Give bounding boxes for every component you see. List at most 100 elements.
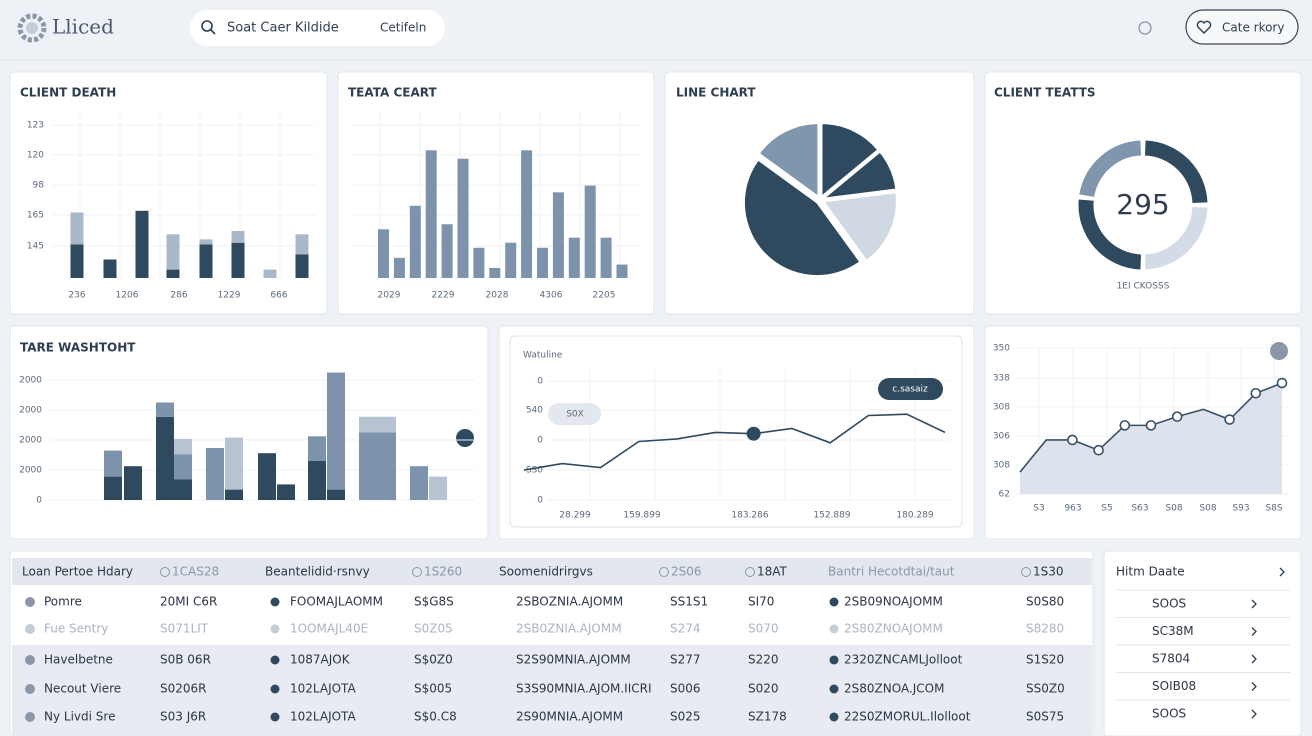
bar-segment xyxy=(359,416,396,433)
table-header-cell: Soomenidrirgvs xyxy=(499,565,593,579)
row-status-icon xyxy=(270,655,280,665)
row-status-icon xyxy=(829,712,839,722)
category-button[interactable] xyxy=(1185,9,1299,45)
header-icon xyxy=(745,567,755,577)
table-cell: 2SBOZNIA.AJOMM xyxy=(516,595,623,609)
point-marker xyxy=(1093,444,1104,456)
panel-icon xyxy=(1270,342,1288,360)
bar-segment xyxy=(70,244,84,278)
table-cell: S274 xyxy=(670,622,701,636)
table-header-cell: Beantelidid·rsnvy xyxy=(265,565,370,579)
table-cell: 2S80ZNOAJOMM xyxy=(844,622,943,636)
y-tick-label: 0 xyxy=(36,496,42,506)
chart-title: CLIENT DEATH xyxy=(20,86,116,100)
y-tick-label: 338 xyxy=(993,374,1010,384)
bar xyxy=(441,224,453,278)
search-button[interactable]: Cetifeln xyxy=(380,21,426,35)
status-icon[interactable] xyxy=(1138,21,1152,35)
side-list-item[interactable]: S7804 xyxy=(1152,652,1190,666)
bar-segment xyxy=(124,466,142,500)
row-status-icon xyxy=(270,712,280,722)
x-tick-label: S3 xyxy=(1033,504,1044,514)
bar-segment xyxy=(70,212,84,245)
table-cell: S$0Z0 xyxy=(414,653,453,667)
table-cell: FOOMAJLAOMM xyxy=(290,595,383,609)
table-cell: S070 xyxy=(748,622,779,636)
table-cell: SS1S1 xyxy=(670,595,708,609)
y-tick-label: 165 xyxy=(27,211,44,221)
area-fill xyxy=(1020,383,1282,494)
table-cell: 1087AJOK xyxy=(290,653,351,667)
table-cell: S2S90MNIA.AJOMM xyxy=(516,653,631,667)
row-icon xyxy=(25,597,35,607)
side-list-item[interactable]: SOOS xyxy=(1152,707,1186,721)
y-tick-label: 0 xyxy=(537,377,543,387)
chart-subtitle: Watuline xyxy=(523,351,563,361)
row-status-icon xyxy=(270,597,280,607)
donut-segment xyxy=(1079,140,1142,198)
category-button-label: Cate rkory xyxy=(1222,21,1284,35)
bar-segment xyxy=(206,448,224,500)
x-tick-label: 183.286 xyxy=(731,511,768,521)
bar-segment xyxy=(258,453,276,500)
chevron xyxy=(1251,654,1257,664)
panel xyxy=(984,71,1302,315)
table-header-cell: 18AT xyxy=(757,565,788,579)
table-cell: 20MI C6R xyxy=(160,595,217,609)
x-tick-label: 28.299 xyxy=(559,511,591,521)
bar-segment xyxy=(308,436,326,461)
table-cell: S277 xyxy=(670,653,701,667)
y-tick-label: 0 xyxy=(537,436,543,446)
row-status-icon xyxy=(829,655,839,665)
bar xyxy=(552,192,564,278)
table-cell: S0S75 xyxy=(1026,710,1064,724)
bar xyxy=(537,247,548,278)
line-series xyxy=(523,413,946,471)
x-tick-label: 2229 xyxy=(432,291,455,301)
bar-segment xyxy=(429,476,447,500)
bar-segment xyxy=(308,461,326,500)
table-cell: Pomre xyxy=(44,595,82,609)
donut-segment xyxy=(1078,199,1142,270)
search-box[interactable] xyxy=(190,10,445,46)
table-cell: 1OOMAJL40E xyxy=(290,622,368,636)
table-cell: SS0Z0 xyxy=(1026,682,1065,696)
bar-segment xyxy=(104,450,122,477)
bar xyxy=(505,242,517,278)
pie-slice xyxy=(822,191,898,262)
x-tick-label: S8S xyxy=(1265,504,1282,514)
annotation-pill xyxy=(548,403,601,425)
table-cell: S1S20 xyxy=(1026,653,1064,667)
x-tick-label: 666 xyxy=(270,291,287,301)
bar xyxy=(584,185,596,278)
y-tick-label: SS0 xyxy=(526,466,543,476)
bar xyxy=(600,237,612,278)
y-tick-label: 308 xyxy=(993,403,1010,413)
row-status-icon xyxy=(829,624,839,634)
bar xyxy=(489,267,501,278)
table-cell: 2S80ZNOA.JCOM xyxy=(844,682,944,696)
y-tick-label: 120 xyxy=(27,151,44,161)
bar-segment xyxy=(174,438,192,455)
bar-segment xyxy=(277,484,295,500)
donut-center-label: 295 xyxy=(1116,188,1169,221)
bar-segment xyxy=(103,259,117,278)
table-cell: S8280 xyxy=(1026,622,1064,636)
table-cell: 102LAJOTA xyxy=(290,710,356,724)
y-tick-label: 145 xyxy=(27,242,44,252)
chevron xyxy=(1251,627,1257,636)
table-cell: 2320ZNCAMLJolloot xyxy=(844,653,963,667)
side-list-item[interactable]: SC38M xyxy=(1152,624,1194,638)
table-cell: 2S90MNIA.AJOMM xyxy=(516,710,623,724)
y-tick-label: 350 xyxy=(993,344,1010,354)
search-icon xyxy=(201,20,216,35)
side-list-item[interactable]: SOOS xyxy=(1152,597,1186,611)
heart-icon xyxy=(1196,20,1212,34)
side-list-item[interactable]: SOIB08 xyxy=(1152,679,1196,693)
panel xyxy=(9,71,328,315)
y-tick-label: 98 xyxy=(33,181,45,191)
table-cell: S$G8S xyxy=(414,595,454,609)
chevron xyxy=(1251,709,1257,719)
panel-icon xyxy=(456,429,474,447)
